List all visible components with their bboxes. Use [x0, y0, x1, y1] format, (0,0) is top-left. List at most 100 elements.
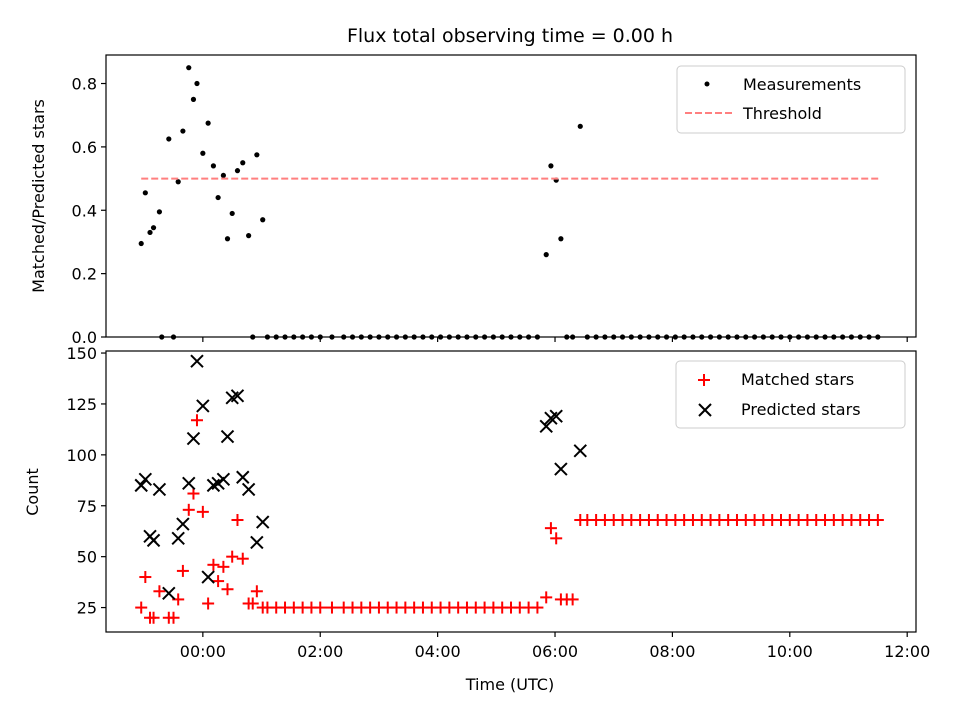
bottom-predicted-stars-point-22: [256, 515, 270, 529]
bottom-predicted-stars-point-7: [176, 517, 190, 531]
bottom-matched-stars-point-0: [135, 601, 148, 614]
top-measurements-point-17: [229, 210, 235, 217]
bottom-predicted-stars-point-15: [216, 472, 231, 486]
top-measurements-point-6: [175, 179, 181, 185]
legend-predicted-marker: [698, 403, 712, 417]
bottom-matched-stars-point-23: [250, 585, 263, 598]
bottom-predicted-stars-point-9: [186, 431, 201, 446]
top-measurements-point-16: [224, 236, 231, 242]
bottom-matched-stars-point-15: [212, 575, 225, 588]
bottom-x-tick-label-5: 10:00: [767, 642, 813, 661]
bottom-predicted-stars-point-20: [241, 482, 256, 497]
bottom-predicted-stars-point-0: [134, 478, 148, 493]
bottom-x-tick-label-4: 08:00: [649, 642, 695, 661]
bottom-x-tick-label-6: 12:00: [884, 642, 930, 661]
bottom-predicted-stars-point-8: [182, 476, 196, 491]
flux-ratio-panel: Flux total observing time = 0.00 h Match…: [29, 25, 917, 347]
bottom-matched-stars-point-32: [325, 601, 338, 614]
bottom-y-tick-label-3: 100: [66, 446, 97, 465]
top-measurements-point-8: [186, 65, 192, 71]
bottom-matched-stars-point-10: [187, 487, 200, 500]
bottom-y-axis-label: Count: [23, 468, 42, 516]
bottom-legend-frame: [675, 360, 906, 429]
top-measurements-point-3: [150, 225, 157, 231]
bottom-predicted-stars-point-16: [220, 429, 235, 444]
bottom-x-tick-label-1: 02:00: [297, 642, 343, 661]
bottom-predicted-stars-point-4: [152, 482, 167, 497]
bottom-predicted-stars-point-25: [549, 409, 563, 423]
top-measurements-point-18: [234, 168, 241, 174]
top-measurements-point-22: [260, 217, 266, 223]
bottom-matched-stars-point-8: [176, 564, 189, 577]
bottom-predicted-stars-point-19: [236, 470, 250, 484]
bottom-matched-stars-point-19: [231, 514, 244, 527]
bottom-legend: Matched stars Predicted stars: [675, 360, 906, 429]
bottom-matched-stars-point-56: [540, 591, 553, 604]
top-measurements-point-15: [220, 172, 226, 179]
top-measurements-point-7: [180, 128, 186, 134]
bottom-y-tick-label-0: 25: [77, 599, 97, 618]
bottom-predicted-stars-point-3: [146, 533, 161, 548]
bottom-matched-stars-point-55: [531, 601, 544, 614]
bottom-y-tick-label-1: 50: [77, 548, 97, 567]
bottom-matched-stars-point-13: [202, 597, 215, 610]
bottom-matched-stars-point-9: [182, 503, 195, 516]
top-measurements-point-24: [548, 163, 554, 169]
bottom-matched-stars-point-96: [871, 514, 884, 527]
top-y-tick-label-2: 0.4: [72, 201, 97, 220]
bottom-axes-frame: [105, 350, 917, 633]
bottom-matched-stars-point-22: [246, 597, 259, 610]
top-measurements-point-13: [210, 163, 217, 169]
top-measurements-point-27: [577, 123, 583, 129]
bottom-matched-stars-point-3: [147, 611, 160, 624]
top-measurements-point-4: [156, 209, 163, 215]
bottom-matched-stars-point-18: [226, 550, 239, 563]
bottom-predicted-stars-point-6: [171, 531, 185, 546]
top-measurements-point-2: [147, 229, 153, 236]
top-measurements-point-21: [254, 152, 260, 158]
bottom-matched-stars-point-58: [550, 532, 563, 545]
bottom-predicted-stars-point-5: [162, 586, 176, 601]
bottom-matched-stars-point-4: [153, 585, 166, 598]
bottom-predicted-stars-point-21: [250, 535, 264, 550]
bottom-predicted-stars-point-12: [201, 570, 215, 584]
bottom-matched-stars-point-57: [544, 522, 557, 535]
bottom-y-tick-label-4: 125: [66, 395, 97, 414]
legend-matched-label: Matched stars: [741, 370, 854, 389]
top-measurements-point-23: [543, 252, 549, 258]
legend-matched-marker: [698, 374, 710, 386]
bottom-predicted-stars-point-27: [573, 444, 587, 458]
x-axis-label: Time (UTC): [465, 675, 554, 694]
chart-title: Flux total observing time = 0.00 h: [347, 25, 673, 47]
bottom-x-tick-label-2: 04:00: [415, 642, 461, 661]
top-measurements-point-14: [215, 194, 221, 201]
top-measurements-point-20: [246, 233, 252, 239]
top-measurements-point-10: [194, 80, 200, 87]
top-legend: Measurements Threshold: [676, 65, 906, 134]
bottom-y-tick-label-5: 150: [66, 344, 97, 363]
bottom-predicted-stars-point-26: [554, 462, 568, 476]
bottom-matched-stars-point-20: [236, 552, 249, 565]
legend-measurements-marker: [704, 81, 710, 87]
bottom-matched-stars-point-12: [196, 505, 209, 518]
bottom-predicted-stars-point-18: [230, 389, 245, 403]
legend-predicted-label: Predicted stars: [741, 400, 861, 419]
top-y-tick-label-3: 0.6: [72, 138, 97, 157]
bottom-matched-stars-point-6: [167, 611, 180, 624]
top-y-tick-label-1: 0.2: [72, 265, 97, 284]
count-panel: Count Time (UTC) 25 50 75 100 125 150 00:00 02:…: [23, 344, 930, 694]
legend-threshold-label: Threshold: [742, 104, 822, 123]
top-measurements-point-12: [205, 120, 211, 126]
top-measurements-point-9: [190, 96, 197, 102]
top-measurements-point-1: [142, 190, 148, 196]
bottom-matched-stars-point-14: [207, 558, 220, 571]
bottom-matched-stars-point-11: [190, 414, 203, 427]
top-measurements-point-5: [166, 136, 172, 142]
top-y-axis-label: Matched/Predicted stars: [29, 99, 48, 293]
bottom-y-tick-label-2: 75: [77, 497, 97, 516]
top-y-tick-label-0: 0.0: [72, 328, 97, 347]
bottom-predicted-stars-point-10: [190, 354, 204, 368]
bottom-matched-stars-point-1: [139, 571, 152, 584]
top-measurements-point-0: [138, 240, 144, 247]
